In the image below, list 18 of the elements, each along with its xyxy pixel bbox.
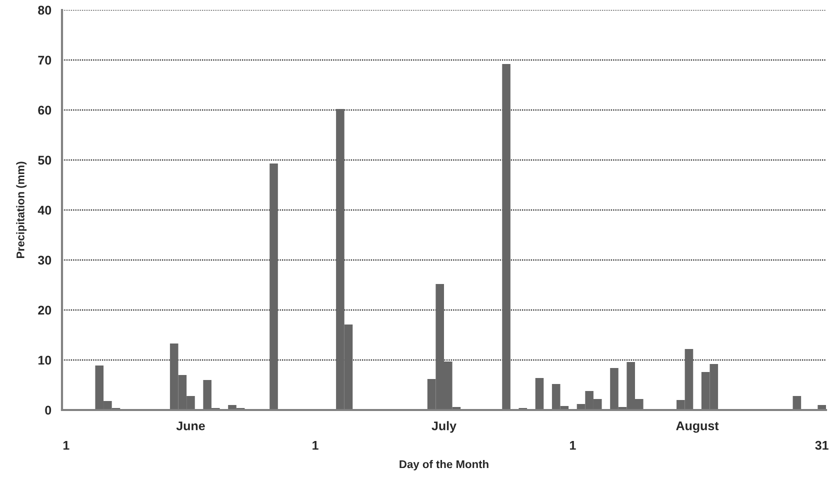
x-axis-title: Day of the Month <box>400 460 488 470</box>
x-tick-label: 1 <box>312 441 318 450</box>
x-tick-label: 31 <box>815 440 828 450</box>
x-tick-label: 1 <box>63 441 70 450</box>
y-axis-title: Precipitation (mm) <box>16 162 27 258</box>
y-tick-label: 70 <box>38 56 52 65</box>
y-tick-label: 0 <box>45 406 52 415</box>
y-tick-label: 50 <box>38 156 52 165</box>
y-tick-label: 20 <box>38 306 52 315</box>
text: July <box>432 421 456 433</box>
x-tick-label: 1 <box>570 441 576 450</box>
y-tick-label: 60 <box>38 106 52 115</box>
y-tick-label: 30 <box>38 256 52 265</box>
text: June <box>176 422 205 430</box>
y-tick-label: 40 <box>38 206 52 215</box>
y-tick-label: 10 <box>38 356 52 365</box>
y-tick-label: 80 <box>38 6 52 15</box>
text: August <box>676 422 719 433</box>
